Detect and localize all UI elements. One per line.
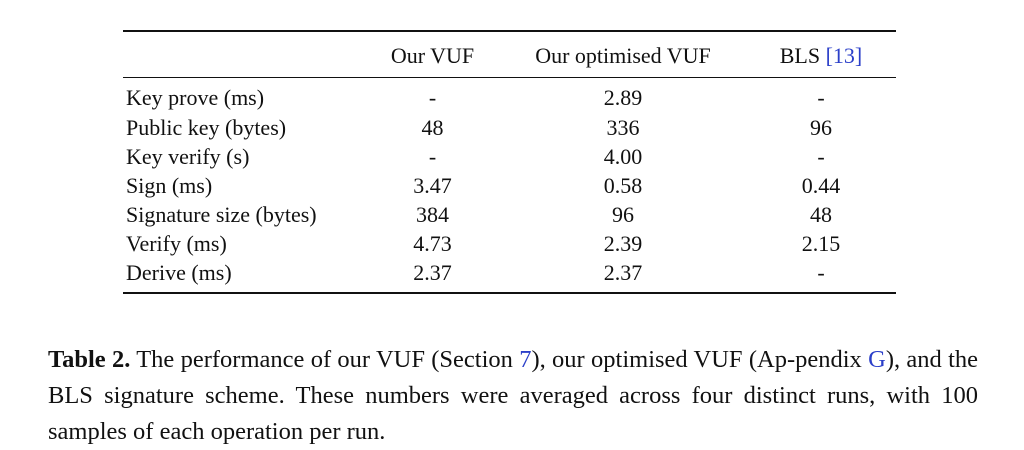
section-ref-link[interactable]: 7 xyxy=(519,345,532,373)
cell-our-optimised-vuf: 336 xyxy=(606,114,640,140)
cell-our-optimised-vuf: 2.89 xyxy=(603,85,643,110)
cell-bls: - xyxy=(817,85,825,110)
row-label: Key verify (s) xyxy=(126,143,250,169)
cell-bls: 2.15 xyxy=(801,230,841,256)
header-our-vuf: Our VUF xyxy=(390,42,475,68)
cell-bls: - xyxy=(817,143,825,169)
cell-our-optimised-vuf: 4.00 xyxy=(603,143,643,169)
caption-text-1: The performance of our VUF (Section xyxy=(136,345,520,373)
table-bottom-rule xyxy=(123,292,896,294)
cell-our-vuf: 4.73 xyxy=(413,230,452,256)
cell-our-optimised-vuf: 0.58 xyxy=(603,172,643,198)
cell-our-vuf: 384 xyxy=(416,201,449,227)
cell-bls: 0.44 xyxy=(801,172,841,198)
caption-text-2: ), our optimised VUF (Ap-pendix xyxy=(531,345,869,373)
bls-citation-link[interactable]: [13] xyxy=(825,42,863,68)
table-header-row: Our VUF Our optimised VUF BLS [13] xyxy=(123,30,896,77)
cell-our-optimised-vuf: 2.37 xyxy=(603,259,643,285)
table-header-rule xyxy=(123,77,896,78)
header-bls: BLS [13] xyxy=(746,30,896,77)
row-label: Key prove (ms) xyxy=(126,85,265,110)
cell-our-optimised-vuf: 96 xyxy=(612,201,634,227)
header-empty xyxy=(123,30,365,77)
table-row: Key verify (s) - 4.00 - xyxy=(123,142,896,171)
table-row: Signature size (bytes) 384 96 48 xyxy=(123,200,896,229)
table-row: Sign (ms) 3.47 0.58 0.44 xyxy=(123,171,896,200)
performance-table: Our VUF Our optimised VUF BLS [13] Key p… xyxy=(123,30,896,287)
cell-our-vuf: 3.47 xyxy=(413,172,452,198)
header-bls-label: BLS xyxy=(779,42,821,68)
table-top-rule xyxy=(123,30,896,32)
cell-bls: 96 xyxy=(810,114,832,140)
appendix-ref-link[interactable]: G xyxy=(868,345,886,373)
cell-our-optimised-vuf: 2.39 xyxy=(603,230,643,256)
row-label: Public key (bytes) xyxy=(126,114,287,140)
row-label: Derive (ms) xyxy=(126,259,232,285)
cell-bls: 48 xyxy=(810,201,832,227)
cell-our-vuf: - xyxy=(428,143,437,169)
caption-text-3: ), and the BLS signature scheme. These n… xyxy=(48,345,979,445)
table-caption: Table 2. The performance of our VUF (Sec… xyxy=(48,342,978,450)
table-row: Derive (ms) 2.37 2.37 - xyxy=(123,258,896,287)
header-our-optimised-vuf: Our optimised VUF xyxy=(535,42,711,68)
cell-bls: - xyxy=(817,259,825,285)
table-row: Key prove (ms) - 2.89 - xyxy=(123,77,896,113)
row-label: Verify (ms) xyxy=(126,230,227,256)
cell-our-vuf: 2.37 xyxy=(413,259,452,285)
table-row: Verify (ms) 4.73 2.39 2.15 xyxy=(123,229,896,258)
cell-our-vuf: 48 xyxy=(421,114,444,140)
caption-label: Table 2. xyxy=(48,345,131,373)
row-label: Sign (ms) xyxy=(126,172,213,198)
row-label: Signature size (bytes) xyxy=(126,201,317,227)
table-row: Public key (bytes) 48 336 96 xyxy=(123,113,896,142)
cell-our-vuf: - xyxy=(428,85,437,110)
